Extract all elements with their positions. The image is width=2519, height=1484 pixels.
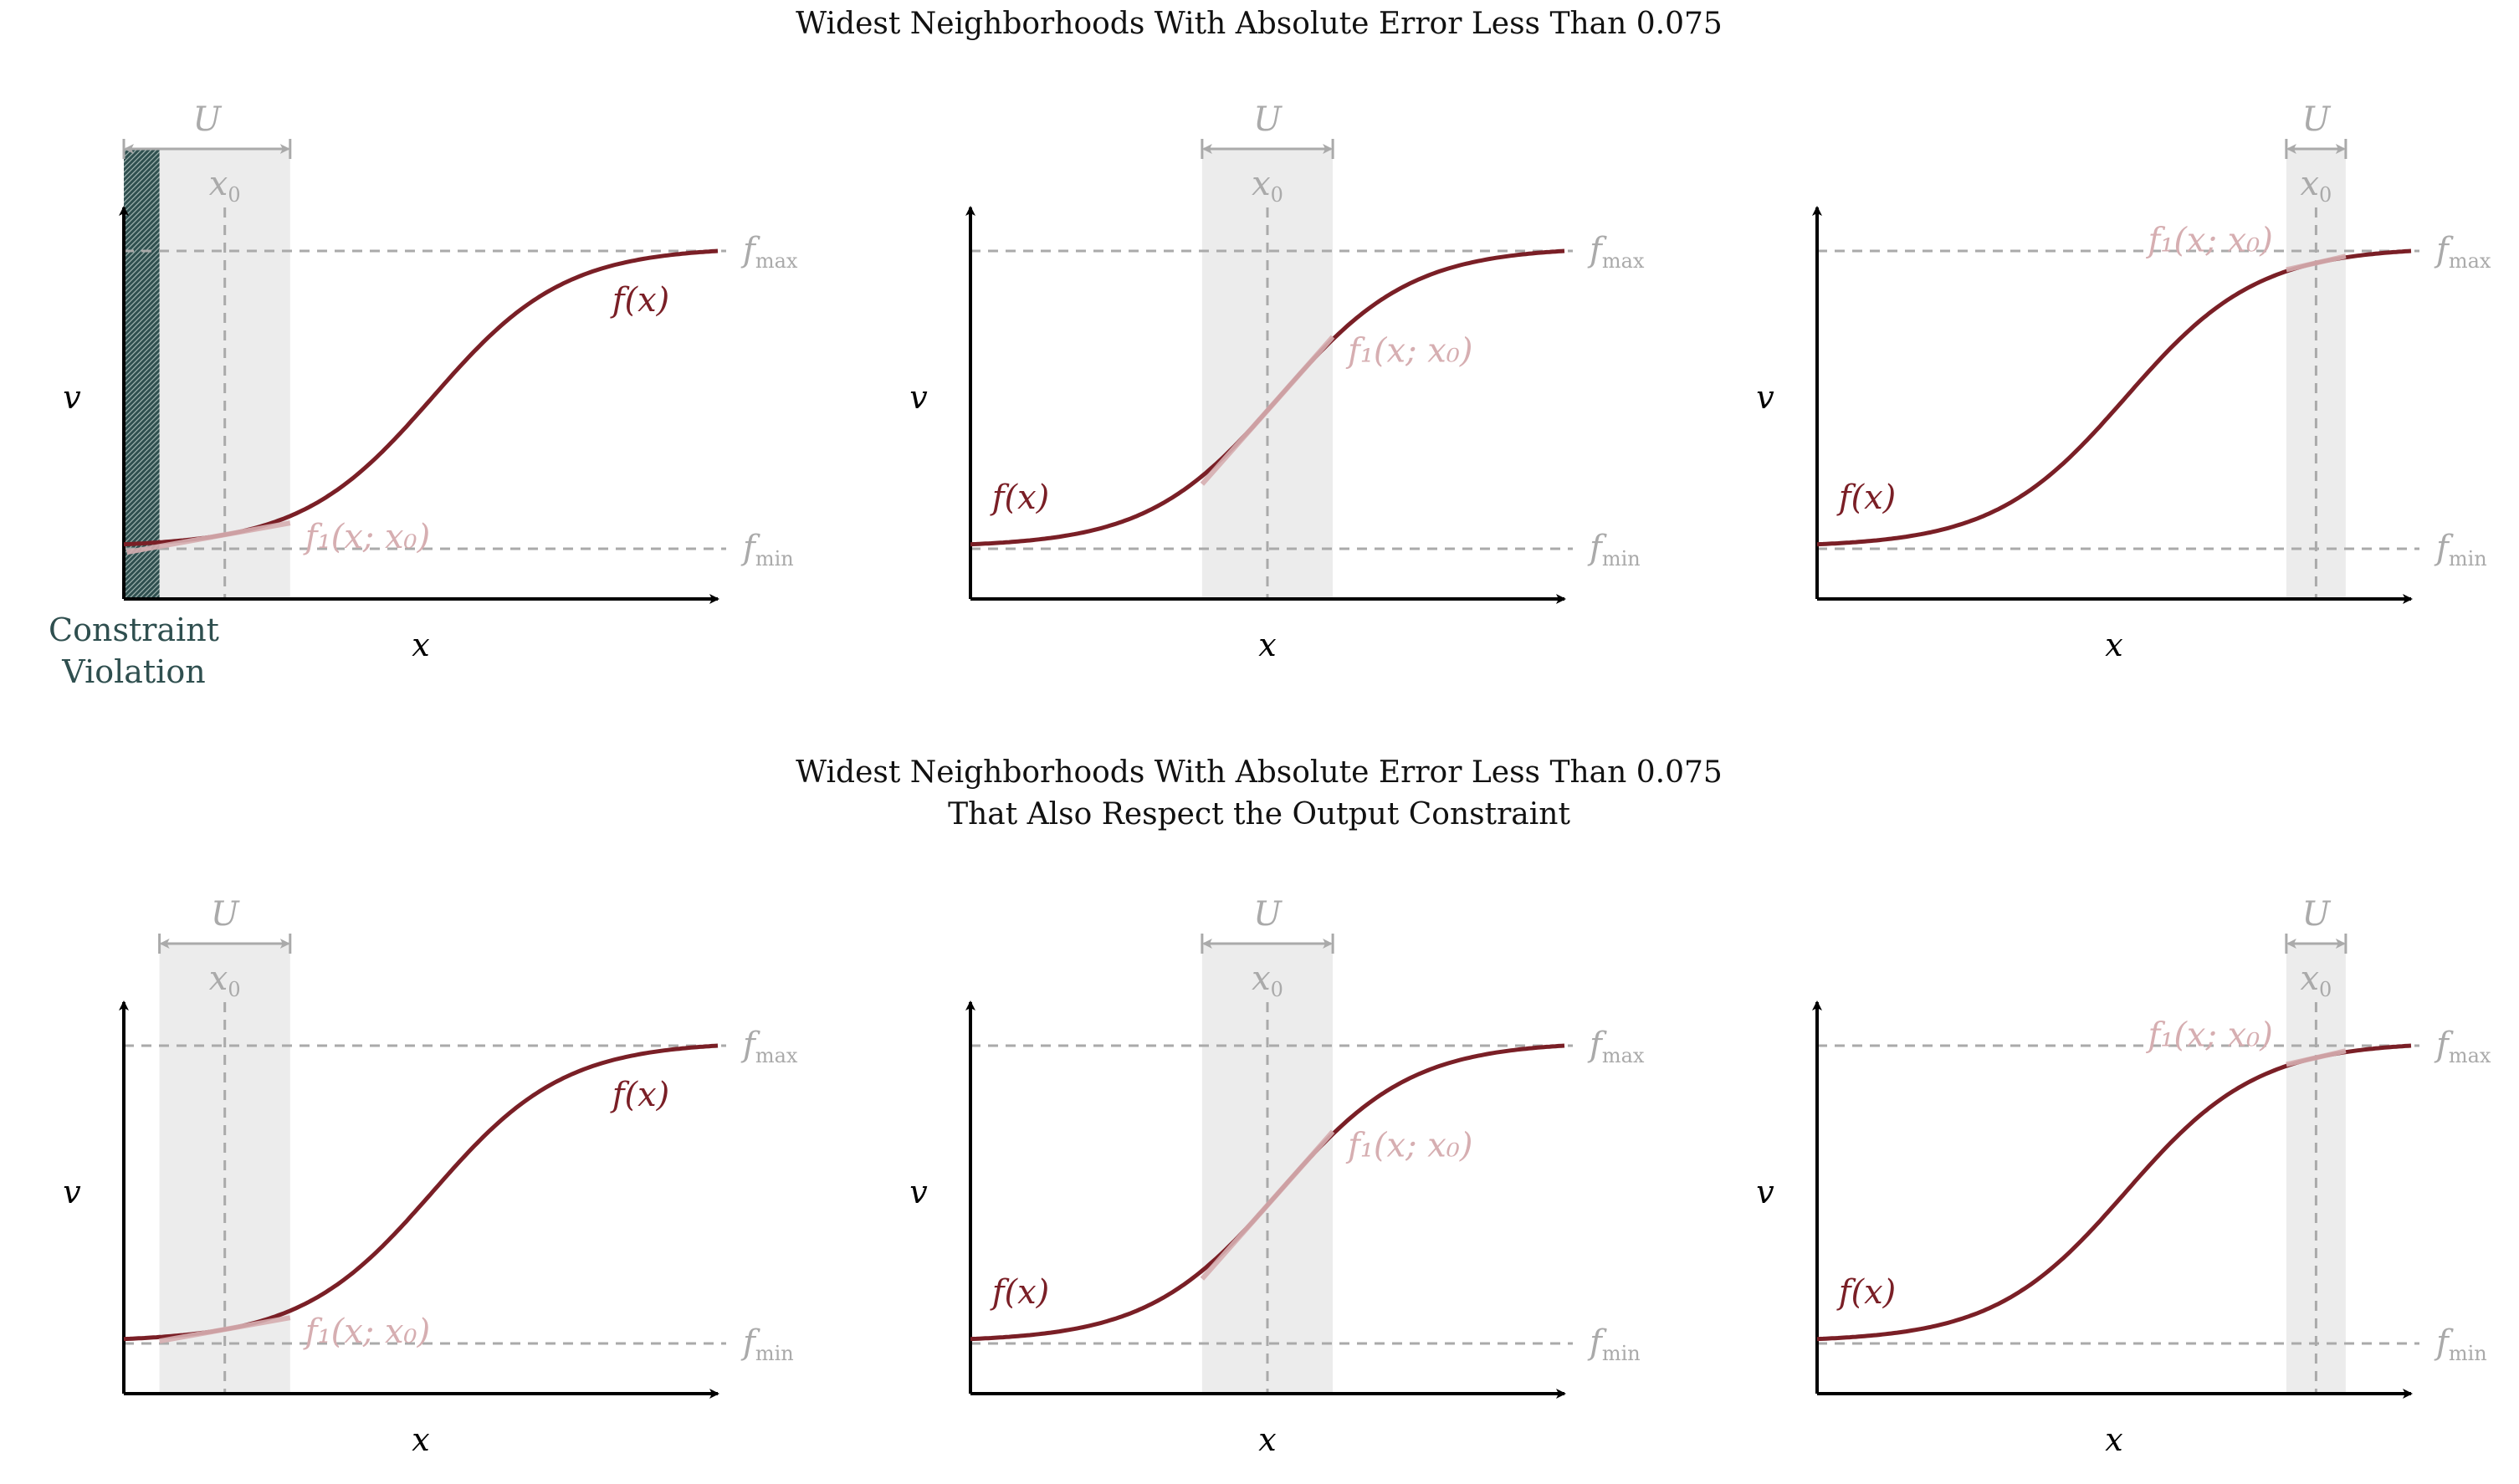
fmax-label: fmax — [740, 1026, 798, 1067]
f-label: f(x) — [1836, 1273, 1897, 1312]
fmax-label: fmax — [2434, 231, 2491, 273]
x-axis-label: x — [1258, 1421, 1276, 1458]
fmin-label: fmin — [740, 1323, 794, 1365]
U-label: U — [193, 100, 223, 139]
f1-tangent-line — [2286, 253, 2347, 273]
f1-label: f₁(x; x₀) — [303, 518, 430, 556]
x0-label: x0 — [2300, 959, 2332, 1001]
U-label: U — [1253, 100, 1283, 139]
f1-tangent-line — [1200, 1129, 1335, 1281]
f-label: f(x) — [990, 1273, 1050, 1312]
y-axis-label: v — [1756, 1174, 1774, 1210]
x-axis-label: x — [2105, 1421, 2122, 1458]
x0-label: x0 — [209, 165, 241, 207]
panel-top-right: fmax fmin x0 Ux v f(x) f₁(x; x₀) — [1756, 100, 2491, 663]
constraint-violation-label-line2: Violation — [61, 653, 205, 690]
fmin-label: fmin — [2434, 529, 2487, 571]
fmax-label: fmax — [740, 231, 798, 273]
f-label: f(x) — [990, 478, 1050, 517]
panel-top-left: Constraint Violation fmax fmin x0 Ux v f(x) f₁(x… — [49, 100, 798, 690]
y-axis-label: v — [909, 379, 928, 416]
f1-tangent-line — [159, 1315, 291, 1344]
f1-tangent-line — [2286, 1048, 2347, 1067]
fmax-label: fmax — [2434, 1026, 2491, 1067]
f1-label: f₁(x; x₀) — [1345, 1127, 1472, 1165]
x0-label: x0 — [1252, 959, 1283, 1001]
x-axis-label: x — [1258, 627, 1276, 663]
f1-tangent-line — [1200, 335, 1335, 486]
constraint-violation-label-line1: Constraint — [49, 612, 219, 648]
f1-label: f₁(x; x₀) — [1345, 332, 1472, 371]
fmin-label: fmin — [740, 529, 794, 571]
panel-bottom-left: fmax fmin x0 Ux v f(x) f₁(x; x₀) — [63, 895, 798, 1458]
f1-label: f₁(x; x₀) — [2145, 1016, 2272, 1054]
constraint-violation-region — [124, 149, 160, 599]
top-figure-title: Widest Neighborhoods With Absolute Error… — [796, 7, 1723, 41]
y-axis-label: v — [63, 1174, 81, 1210]
f1-label: f₁(x; x₀) — [303, 1313, 430, 1351]
y-axis-label: v — [1756, 379, 1774, 416]
x0-label: x0 — [2300, 165, 2332, 207]
U-label: U — [2302, 100, 2332, 139]
panel-bottom-middle: fmax fmin x0 Ux v f(x) f₁(x; x₀) — [909, 895, 1645, 1458]
fmin-label: fmin — [1587, 529, 1641, 571]
U-label: U — [2302, 895, 2332, 934]
fmin-label: fmin — [1587, 1323, 1641, 1365]
x0-label: x0 — [209, 959, 241, 1001]
panel-top-middle: fmax fmin x0 Ux v f(x) f₁(x; x₀) — [909, 100, 1645, 663]
fmax-label: fmax — [1587, 231, 1645, 273]
f-label: f(x) — [610, 281, 670, 320]
f-label: f(x) — [1836, 478, 1897, 517]
y-axis-label: v — [63, 379, 81, 416]
x-axis-label: x — [412, 627, 429, 663]
y-axis-label: v — [909, 1174, 928, 1210]
bottom-figure-title-line2: That Also Respect the Output Constraint — [948, 797, 1570, 832]
x-axis-label: x — [412, 1421, 429, 1458]
bottom-figure-title-line1: Widest Neighborhoods With Absolute Error… — [796, 755, 1723, 790]
fmax-label: fmax — [1587, 1026, 1645, 1067]
panel-bottom-right: fmax fmin x0 Ux v f(x) f₁(x; x₀) — [1756, 895, 2491, 1458]
fmin-label: fmin — [2434, 1323, 2487, 1365]
x0-label: x0 — [1252, 165, 1283, 207]
panels-group: Constraint Violation fmax fmin x0 Ux v f(x) f₁(x… — [49, 100, 2491, 1458]
f1-label: f₁(x; x₀) — [2145, 221, 2272, 259]
f1-tangent-line — [126, 520, 291, 555]
x-axis-label: x — [2105, 627, 2122, 663]
U-label: U — [1253, 895, 1283, 934]
U-label: U — [211, 895, 240, 934]
f-label: f(x) — [610, 1076, 670, 1114]
